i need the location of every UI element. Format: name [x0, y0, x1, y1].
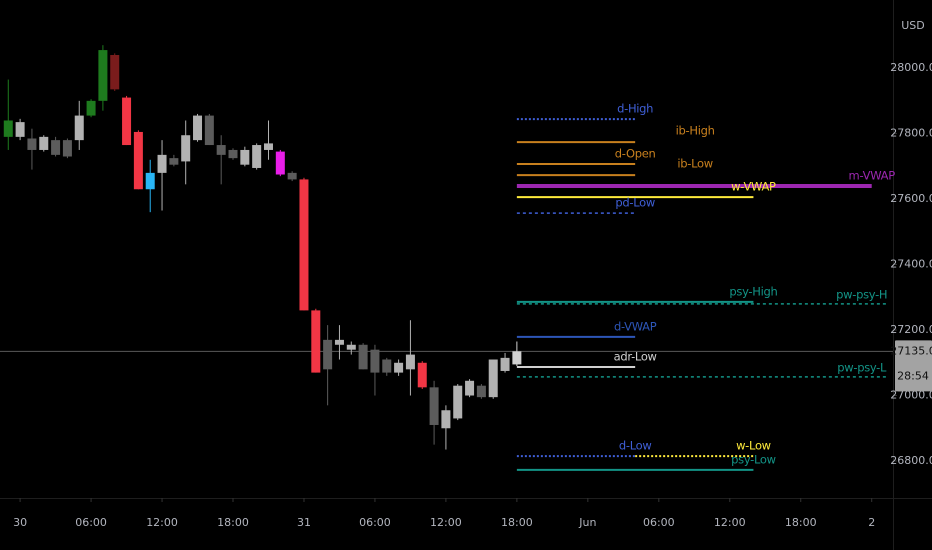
y-tick-label: 27600.0 [890, 192, 932, 205]
candle-body [346, 344, 356, 350]
level-label: w-VWAP [731, 180, 776, 194]
candle-body [417, 362, 427, 388]
candle-body [311, 310, 321, 373]
x-tick-label: 18:00 [785, 516, 817, 529]
level-label: d-VWAP [614, 319, 657, 333]
candle-body [323, 339, 333, 370]
candle-body [122, 97, 132, 146]
candle-body [299, 179, 309, 311]
candle-body [133, 131, 143, 190]
candle-body [98, 50, 108, 101]
y-tick-label: 27200.0 [890, 323, 932, 336]
level-label: m-VWAP [849, 168, 896, 182]
candle-body [263, 143, 273, 150]
candle-body [512, 351, 522, 365]
countdown: 28:54 [897, 369, 929, 382]
x-tick-label: 30 [13, 516, 27, 529]
candle-body [394, 362, 404, 373]
candle-body [74, 115, 84, 141]
candle-body [193, 115, 203, 141]
candle-body [405, 354, 415, 370]
price-label: 27135.0 [890, 344, 932, 357]
x-tick-label: 2 [868, 516, 875, 529]
candle-body [51, 140, 61, 155]
candle-body [500, 357, 510, 371]
x-tick-label: 18:00 [217, 516, 249, 529]
candle-body [3, 120, 13, 137]
x-tick-label: 12:00 [430, 516, 462, 529]
y-tick-label: 26800.0 [890, 454, 932, 467]
candle-body [252, 145, 262, 168]
x-tick-label: 06:00 [643, 516, 675, 529]
x-tick-label: Jun [578, 516, 596, 529]
candle-body [157, 154, 167, 173]
level-label: d-Low [619, 439, 652, 453]
x-tick-label: 12:00 [714, 516, 746, 529]
candle-body [204, 115, 214, 146]
level-label: pw-psy-L [837, 360, 887, 374]
candle-body [27, 138, 37, 150]
level-label: d-High [617, 102, 653, 116]
candle-body [110, 55, 120, 90]
price-box [895, 340, 932, 392]
candle-body [441, 410, 451, 429]
candle-body [370, 349, 380, 373]
candle-body [465, 380, 475, 396]
candle-body [39, 136, 49, 150]
y-tick-label: 28000.0 [890, 61, 932, 74]
candle-body [429, 387, 439, 425]
candle-body [15, 122, 25, 137]
level-label: pd-Low [615, 196, 655, 210]
x-tick-label: 12:00 [146, 516, 178, 529]
candle-body [240, 149, 250, 165]
candle-body [228, 149, 238, 159]
candle-body [216, 145, 226, 155]
candle-body [476, 385, 486, 398]
x-tick-label: 31 [297, 516, 311, 529]
x-tick-label: 06:00 [75, 516, 107, 529]
y-tick-label: 27800.0 [890, 127, 932, 140]
currency: USD [901, 19, 925, 32]
candle-body [358, 344, 368, 370]
level-label: ib-High [676, 124, 715, 138]
x-tick-label: 18:00 [501, 516, 533, 529]
level-label: ib-Low [677, 157, 713, 171]
candle-body [145, 172, 155, 190]
y-tick-label: 27400.0 [890, 258, 932, 271]
level-label: adr-Low [614, 350, 657, 364]
candle-body [275, 151, 285, 175]
candle-body [488, 359, 498, 398]
x-tick-label: 06:00 [359, 516, 391, 529]
level-label: psy-Low [731, 452, 776, 466]
y-tick-label: 27000.0 [890, 389, 932, 402]
candle-body [287, 172, 297, 180]
candle-body [86, 100, 96, 116]
level-label: d-Open [615, 147, 656, 161]
candle-body [453, 385, 463, 419]
level-label: pw-psy-H [836, 287, 887, 301]
candle-body [169, 158, 179, 165]
candle-body [62, 140, 72, 157]
level-label: w-Low [736, 439, 771, 453]
level-label: psy-High [729, 284, 777, 298]
candle-body [382, 359, 392, 373]
candle-body [181, 135, 191, 162]
candle-body [334, 339, 344, 345]
